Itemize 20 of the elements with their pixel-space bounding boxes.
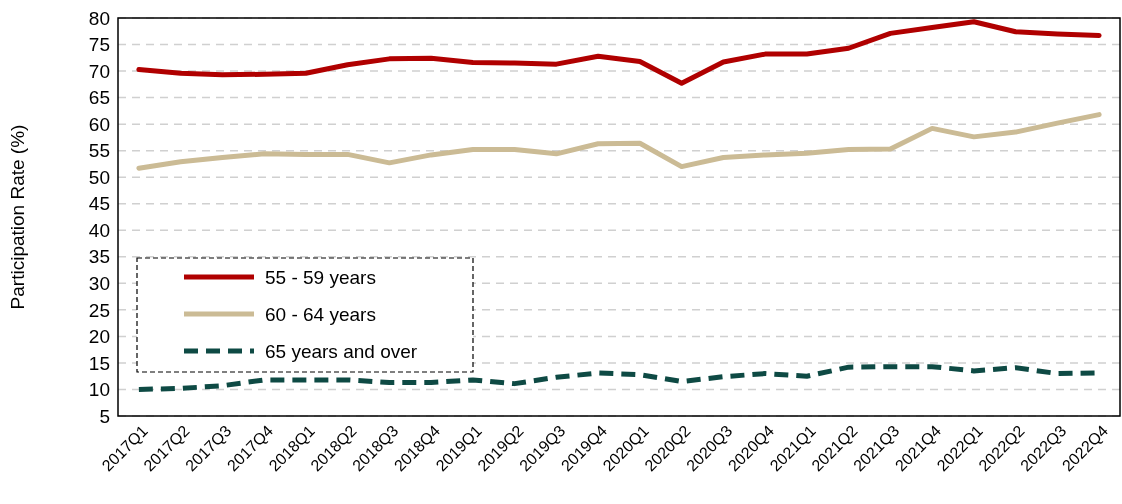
y-tick-label: 50 (88, 166, 110, 188)
y-tick-label: 35 (88, 246, 110, 268)
y-tick-label: 20 (88, 326, 110, 348)
y-tick-label: 70 (88, 60, 110, 82)
y-tick-label: 30 (88, 272, 110, 294)
y-tick-label: 60 (88, 113, 110, 135)
y-tick-label: 55 (88, 140, 110, 162)
y-tick-label: 80 (88, 7, 110, 29)
legend-label: 55 - 59 years (265, 266, 376, 288)
legend-label: 60 - 64 years (265, 303, 376, 325)
y-tick-label: 45 (88, 193, 110, 215)
legend-label: 65 years and over (265, 340, 418, 362)
y-tick-label: 25 (88, 299, 110, 321)
y-tick-label: 40 (88, 219, 110, 241)
y-tick-label: 10 (88, 379, 110, 401)
y-tick-label: 5 (99, 405, 110, 427)
y-axis-title: Participation Rate (%) (7, 124, 28, 310)
y-tick-label: 75 (88, 34, 110, 56)
y-tick-label: 15 (88, 352, 110, 374)
y-tick-label: 65 (88, 87, 110, 109)
